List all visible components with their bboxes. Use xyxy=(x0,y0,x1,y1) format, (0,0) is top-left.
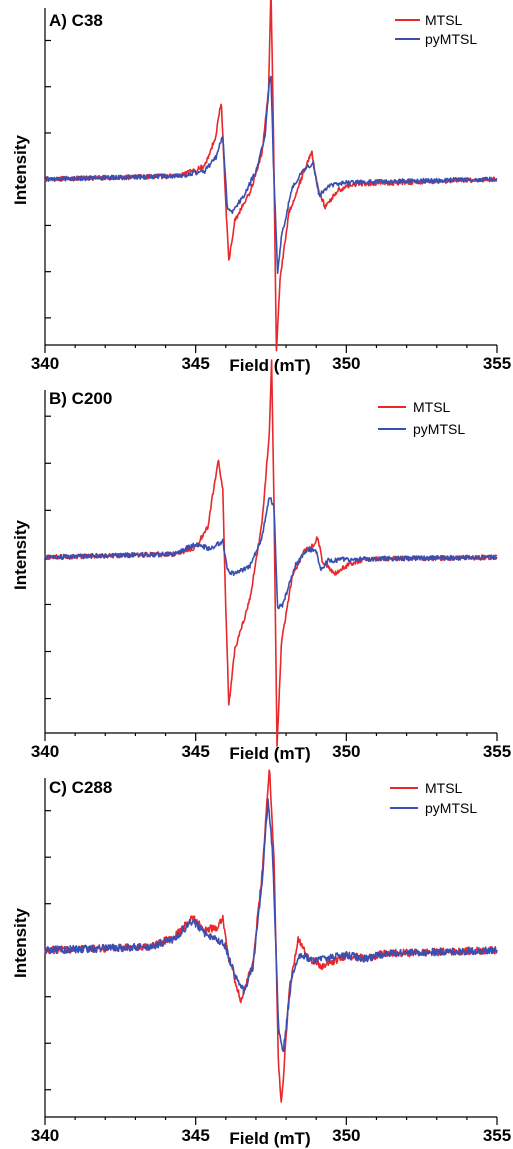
panel-a-legend-pymtsl-label: pyMTSL xyxy=(425,31,477,47)
panel-b-title: B) C200 xyxy=(49,389,112,408)
panel-a-x-tick-label: 350 xyxy=(332,354,360,373)
panel-b-x-tick-label: 355 xyxy=(483,742,511,761)
panel-c-x-tick-label: 340 xyxy=(31,1126,59,1145)
panel-c-legend-pymtsl-label: pyMTSL xyxy=(425,800,477,816)
panel-c-x-tick-label: 355 xyxy=(483,1126,511,1145)
panel-a-series-mtsl-line xyxy=(44,0,498,352)
panel-a-x-tick-label: 340 xyxy=(31,354,59,373)
panel-c-legend-mtsl-label: MTSL xyxy=(425,780,463,796)
panel-c-y-axis-label: Intensity xyxy=(11,908,30,978)
panel-c-x-axis-label: Field (mT) xyxy=(229,1129,310,1148)
panel-a-x-tick-label: 355 xyxy=(483,354,511,373)
panel-c: 340 345 350 355 C) C288 Field (mT) Intensit… xyxy=(11,769,511,1148)
panel-c-series-pymtsl-line xyxy=(44,798,498,1053)
panel-a-x-axis-label: Field (mT) xyxy=(229,356,310,375)
panel-b-x-axis-label: Field (mT) xyxy=(229,744,310,763)
panel-c-title: C) C288 xyxy=(49,778,112,797)
panel-c-series-mtsl-line xyxy=(44,769,498,1103)
panel-c-x-tick-label: 350 xyxy=(332,1126,360,1145)
panel-c-x-tick-label: 345 xyxy=(181,1126,209,1145)
panel-b-plot-area: 340 345 350 355 xyxy=(31,359,511,761)
panel-a-plot-area: 340 345 350 355 xyxy=(31,0,511,373)
panel-b-legend-mtsl-label: MTSL xyxy=(413,399,451,415)
panel-b-x-tick-label: 350 xyxy=(332,742,360,761)
panel-c-plot-area: 340 345 350 355 xyxy=(31,769,511,1145)
panel-a: 340 345 350 355 A) C38 Field (mT) Intensity… xyxy=(11,0,511,375)
panel-b-y-axis-label: Intensity xyxy=(11,520,30,590)
panel-a-y-axis-label: Intensity xyxy=(11,135,30,205)
panel-a-title: A) C38 xyxy=(49,11,103,30)
panel-b: 340 345 350 355 B) C200 Field (mT) Intensit… xyxy=(11,359,511,763)
panel-b-x-tick-label: 345 xyxy=(181,742,209,761)
panel-a-x-tick-label: 345 xyxy=(181,354,209,373)
panel-a-series-pymtsl-line xyxy=(44,75,498,275)
panel-a-legend-mtsl-label: MTSL xyxy=(425,12,463,28)
panel-b-x-tick-label: 340 xyxy=(31,742,59,761)
panel-b-legend-pymtsl-label: pyMTSL xyxy=(413,421,465,437)
panel-b-series-pymtsl-line xyxy=(44,497,498,610)
